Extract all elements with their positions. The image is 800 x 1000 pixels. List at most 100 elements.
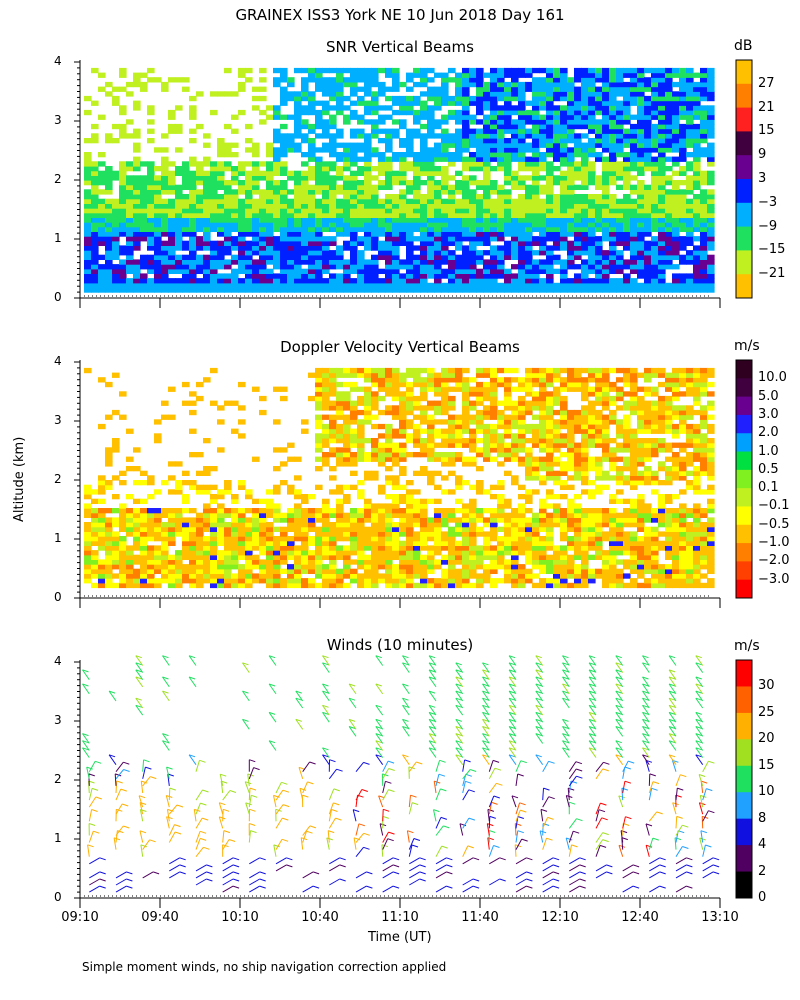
heatmap-cell — [602, 114, 610, 120]
heatmap-cell — [245, 161, 253, 167]
heatmap-cell — [455, 77, 463, 83]
heatmap-cell — [665, 250, 673, 256]
heatmap-cell — [175, 245, 183, 251]
figure-title: GRAINEX ISS3 York NE 10 Jun 2018 Day 161 — [235, 6, 565, 24]
heatmap-cell — [259, 264, 267, 270]
heatmap-cell — [287, 77, 295, 83]
heatmap-cell — [399, 282, 407, 289]
heatmap-cell — [665, 166, 673, 172]
heatmap-cell — [413, 423, 421, 430]
heatmap-cell — [147, 568, 155, 574]
heatmap-cell — [371, 414, 379, 420]
heatmap-cell — [210, 494, 218, 500]
heatmap-cell — [161, 259, 169, 265]
heatmap-cell — [98, 564, 106, 570]
heatmap-cell — [476, 95, 484, 102]
heatmap-cell — [546, 100, 554, 106]
heatmap-cell — [588, 147, 596, 153]
heatmap-cell — [105, 184, 113, 190]
heatmap-cell — [329, 240, 337, 246]
heatmap-cell — [371, 568, 379, 574]
heatmap-cell — [567, 240, 575, 246]
heatmap-cell — [343, 433, 351, 439]
heatmap-cell — [385, 405, 393, 411]
heatmap-cell — [259, 77, 267, 83]
heatmap-cell — [224, 203, 232, 209]
heatmap-cell — [504, 95, 512, 102]
heatmap-cell — [462, 428, 470, 434]
heatmap-cell — [679, 236, 687, 242]
heatmap-cell — [707, 123, 715, 130]
heatmap-cell — [511, 212, 519, 218]
heatmap-cell — [322, 203, 330, 209]
heatmap-cell — [574, 86, 582, 92]
heatmap-cell — [175, 240, 183, 246]
heatmap-cell — [525, 161, 533, 167]
heatmap-cell — [224, 226, 232, 232]
heatmap-cell — [637, 268, 645, 274]
heatmap-cell — [574, 208, 582, 214]
heatmap-cell — [511, 184, 519, 190]
heatmap-cell — [644, 264, 652, 270]
heatmap-cell — [308, 184, 316, 190]
heatmap-cell — [420, 254, 428, 260]
heatmap-cell — [385, 573, 393, 579]
heatmap-cell — [182, 268, 190, 274]
heatmap-cell — [441, 198, 449, 204]
heatmap-cell — [224, 259, 232, 265]
heatmap-cell — [301, 77, 309, 83]
heatmap-cell — [476, 526, 484, 532]
heatmap-cell — [266, 568, 274, 574]
heatmap-cell — [161, 564, 169, 570]
heatmap-cell — [511, 119, 519, 125]
heatmap-cell — [581, 231, 589, 237]
heatmap-cell — [504, 231, 512, 237]
heatmap-cell — [434, 273, 442, 279]
heatmap-cell — [217, 282, 225, 289]
heatmap-cell — [161, 217, 169, 223]
heatmap-cell — [315, 442, 323, 448]
heatmap-cell — [301, 236, 309, 242]
heatmap-cell — [161, 578, 169, 584]
heatmap-cell — [350, 142, 358, 148]
heatmap-cell — [595, 222, 603, 228]
heatmap-cell — [504, 531, 512, 537]
heatmap-cell — [203, 536, 211, 542]
heatmap-cell — [602, 175, 610, 181]
heatmap-cell — [252, 264, 260, 270]
heatmap-cell — [427, 400, 435, 406]
heatmap-cell — [623, 81, 631, 88]
heatmap-cell — [224, 489, 232, 495]
heatmap-cell — [350, 278, 358, 284]
heatmap-cell — [259, 222, 267, 228]
heatmap-cell — [469, 189, 477, 195]
heatmap-cell — [266, 522, 274, 528]
heatmap-cell — [637, 119, 645, 125]
heatmap-cell — [497, 508, 505, 514]
heatmap-cell — [119, 582, 127, 589]
heatmap-cell — [224, 545, 232, 551]
heatmap-cell — [371, 381, 379, 388]
heatmap-cell — [350, 198, 358, 204]
heatmap-cell — [672, 212, 680, 218]
heatmap-cell — [462, 114, 470, 120]
heatmap-cell — [210, 170, 218, 176]
heatmap-cell — [322, 573, 330, 579]
heatmap-cell — [91, 531, 99, 537]
heatmap-cell — [119, 522, 127, 528]
heatmap-cell — [224, 278, 232, 284]
heatmap-cell — [84, 268, 92, 274]
heatmap-cell — [161, 545, 169, 551]
heatmap-cell — [294, 456, 302, 462]
heatmap-cell — [567, 152, 575, 158]
heatmap-cell — [420, 109, 428, 116]
heatmap-cell — [364, 582, 372, 589]
heatmap-cell — [196, 526, 204, 532]
heatmap-cell — [315, 245, 323, 251]
heatmap-cell — [385, 278, 393, 284]
heatmap-cell — [280, 123, 288, 130]
heatmap-cell — [336, 259, 344, 265]
heatmap-cell — [217, 564, 225, 570]
heatmap-cell — [322, 166, 330, 172]
heatmap-cell — [322, 105, 330, 111]
